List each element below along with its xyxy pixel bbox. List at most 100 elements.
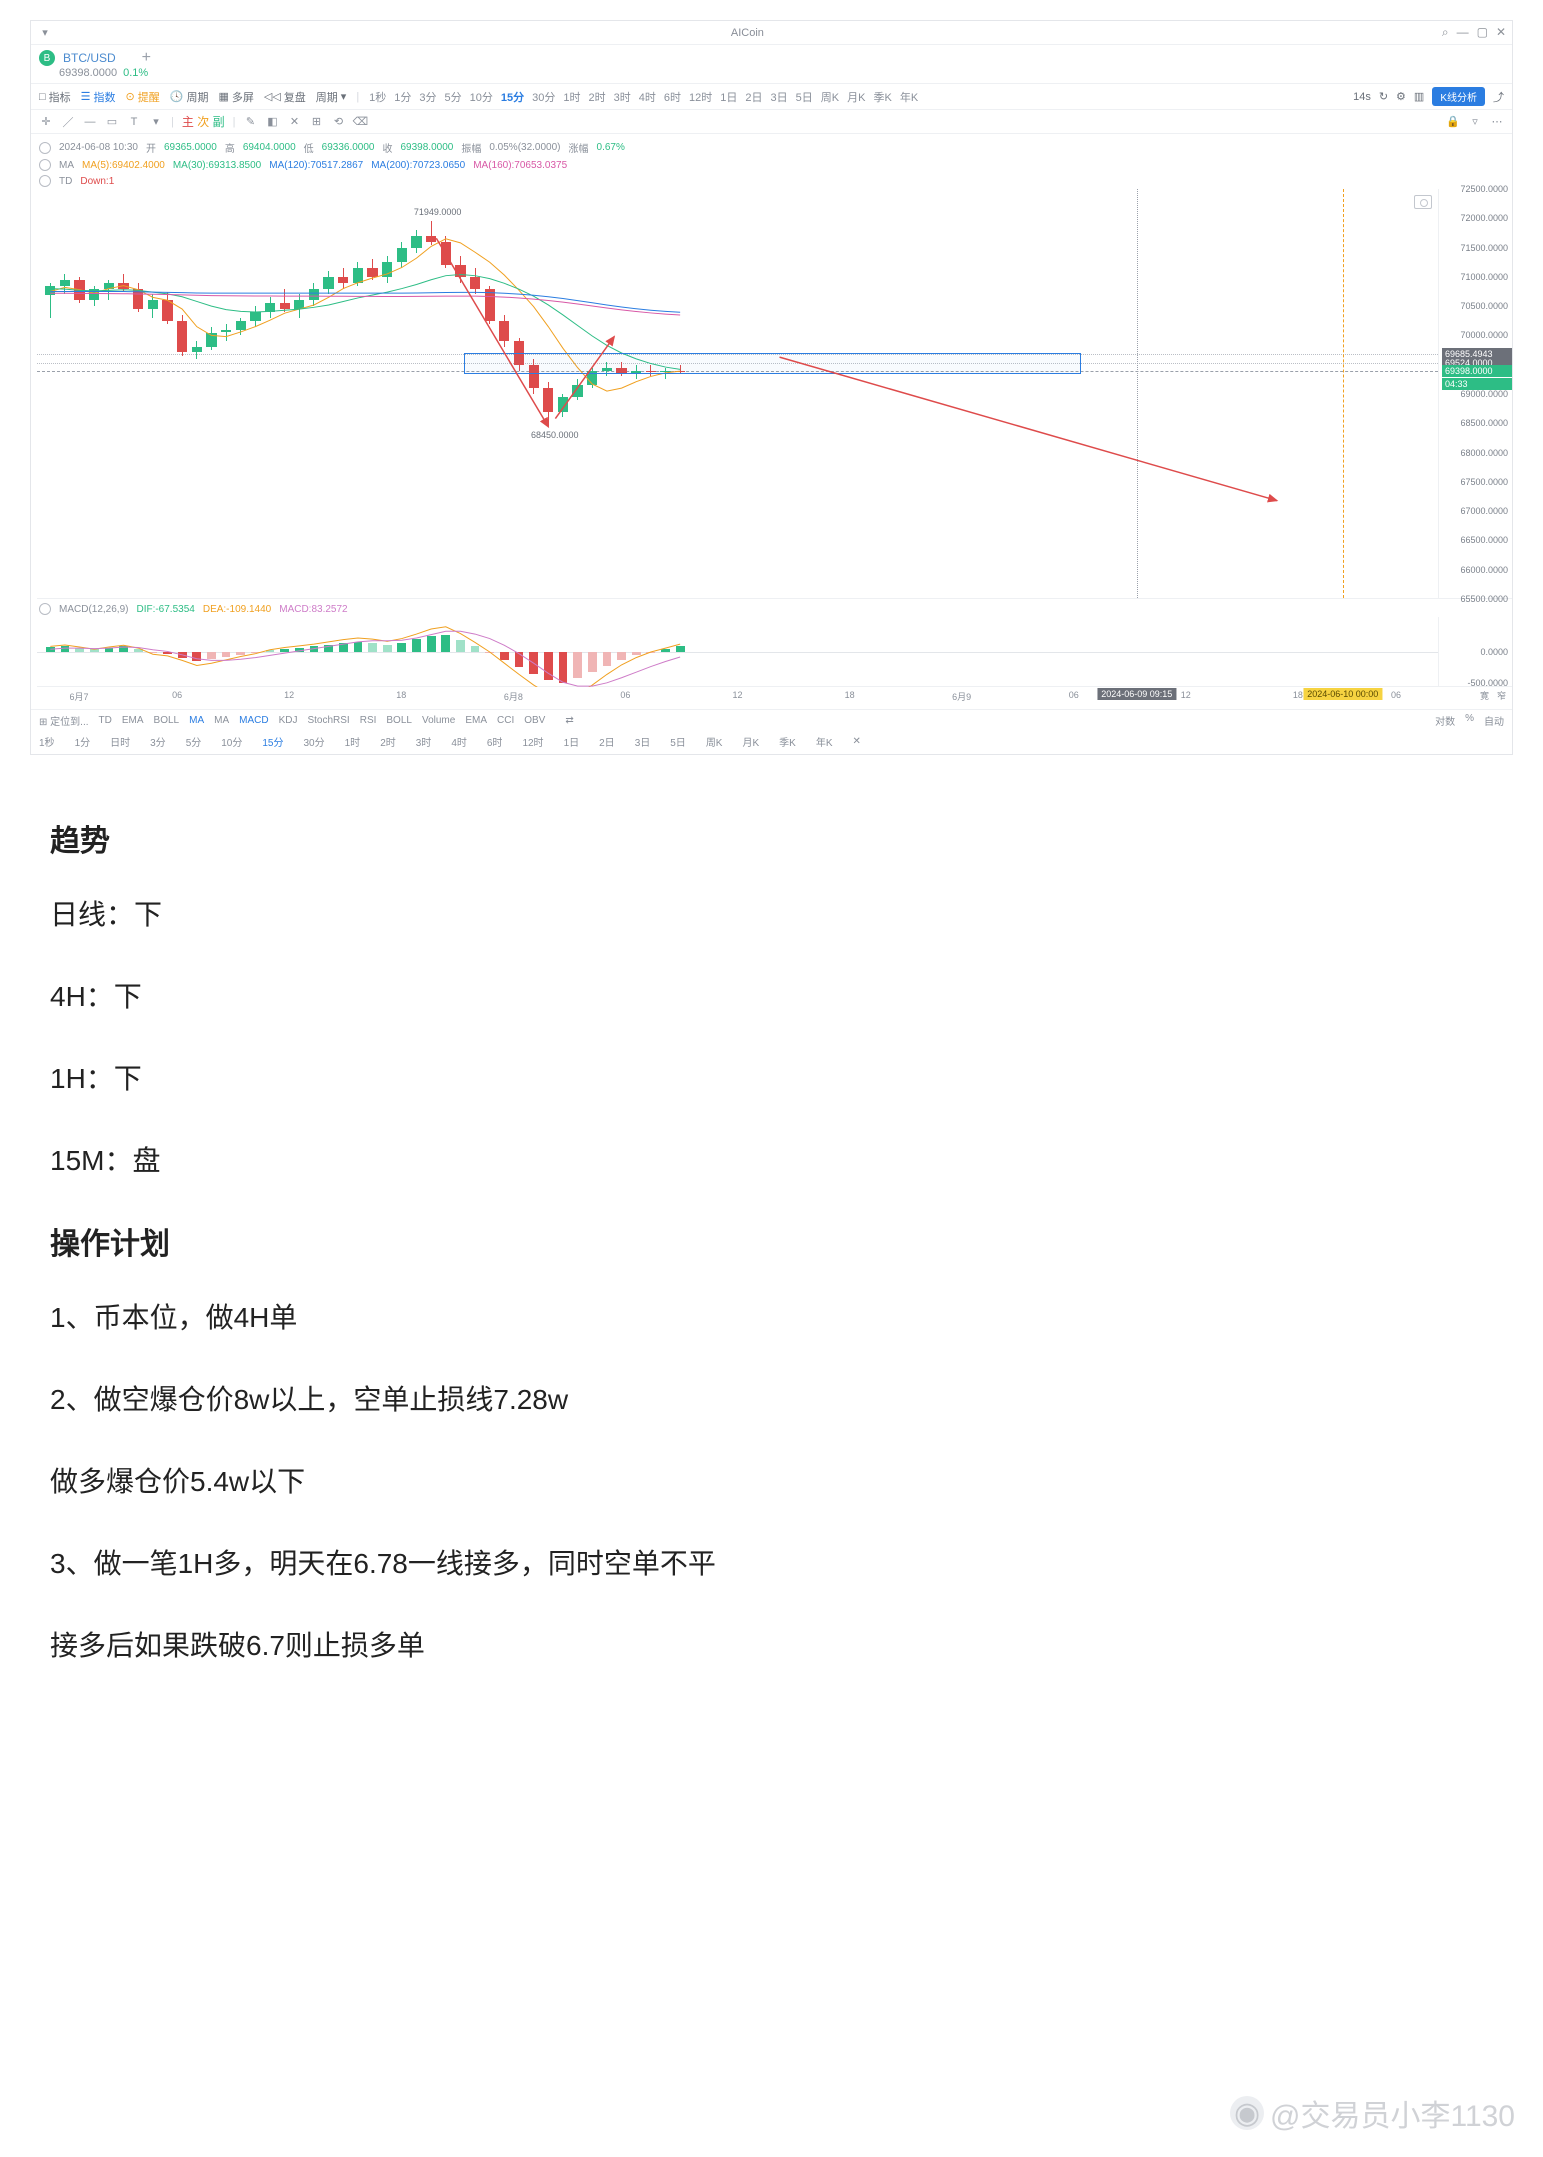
indicator-boll[interactable]: BOLL bbox=[386, 715, 412, 726]
replay-button[interactable]: ◁◁ 复盘 bbox=[264, 89, 306, 105]
tf-bottom-季K[interactable]: 季K bbox=[779, 734, 796, 749]
timeframe-4时[interactable]: 4时 bbox=[639, 92, 656, 104]
visibility-icon[interactable] bbox=[39, 159, 51, 171]
timeframe-1时[interactable]: 1时 bbox=[563, 92, 580, 104]
tf-bottom-月K[interactable]: 月K bbox=[742, 734, 759, 749]
dropdown-icon[interactable]: ▾ bbox=[149, 115, 163, 128]
draw-icon-1[interactable]: ✎ bbox=[243, 115, 257, 128]
timeframe-15分[interactable]: 15分 bbox=[501, 92, 524, 104]
close-tf-icon[interactable]: ✕ bbox=[853, 736, 861, 747]
indicator-boll[interactable]: BOLL bbox=[154, 715, 180, 726]
timeframe-5日[interactable]: 5日 bbox=[796, 92, 813, 104]
period-button[interactable]: 🕓 周期 bbox=[170, 89, 209, 105]
timeframe-3分[interactable]: 3分 bbox=[419, 92, 436, 104]
tf-bottom-2时[interactable]: 2时 bbox=[380, 734, 396, 749]
timeframe-季K[interactable]: 季K bbox=[873, 92, 891, 104]
tf-bottom-15分[interactable]: 15分 bbox=[262, 734, 283, 749]
timeframe-30分[interactable]: 30分 bbox=[532, 92, 555, 104]
indicator-ema[interactable]: EMA bbox=[122, 715, 144, 726]
tf-bottom-5日[interactable]: 5日 bbox=[670, 734, 686, 749]
minimize-icon[interactable]: — bbox=[1457, 25, 1469, 40]
tf-bottom-12时[interactable]: 12时 bbox=[522, 734, 543, 749]
tf-bottom-30分[interactable]: 30分 bbox=[304, 734, 325, 749]
timeframe-2日[interactable]: 2日 bbox=[745, 92, 762, 104]
price-chart[interactable]: 72500.000072000.000071500.000071000.0000… bbox=[37, 189, 1512, 599]
tf-bottom-10分[interactable]: 10分 bbox=[221, 734, 242, 749]
close-icon[interactable]: ✕ bbox=[1496, 25, 1506, 40]
timeframe-周K[interactable]: 周K bbox=[821, 92, 839, 104]
multi-button[interactable]: ▦ 多屏 bbox=[218, 89, 253, 105]
tf-bottom-3分[interactable]: 3分 bbox=[150, 734, 166, 749]
tf-bottom-3日[interactable]: 3日 bbox=[635, 734, 651, 749]
timeframe-10分[interactable]: 10分 bbox=[470, 92, 493, 104]
draw-icon-6[interactable]: ⌫ bbox=[353, 115, 367, 128]
timeframe-年K[interactable]: 年K bbox=[900, 92, 918, 104]
timeframe-月K[interactable]: 月K bbox=[847, 92, 865, 104]
refresh-icon[interactable]: ↻ bbox=[1379, 90, 1388, 103]
timeframe-3日[interactable]: 3日 bbox=[771, 92, 788, 104]
visibility-icon[interactable] bbox=[39, 142, 51, 154]
indicator-edit-icon[interactable]: ⇄ bbox=[565, 715, 573, 726]
indicator-kdj[interactable]: KDJ bbox=[279, 715, 298, 726]
timeframe-1日[interactable]: 1日 bbox=[720, 92, 737, 104]
add-tab-icon[interactable]: + bbox=[142, 49, 151, 67]
indicator-cci[interactable]: CCI bbox=[497, 715, 514, 726]
layers-icon[interactable]: ▥ bbox=[1414, 90, 1424, 103]
visibility-icon[interactable] bbox=[39, 603, 51, 615]
tf-bottom-6时[interactable]: 6时 bbox=[487, 734, 503, 749]
indicator-obv[interactable]: OBV bbox=[524, 715, 545, 726]
draw-icon-4[interactable]: ⊞ bbox=[309, 115, 323, 128]
maximize-icon[interactable]: ▢ bbox=[1477, 25, 1488, 40]
tf-bottom-5分[interactable]: 5分 bbox=[186, 734, 202, 749]
screenshot-icon[interactable] bbox=[1414, 195, 1432, 209]
symbol-name[interactable]: BTC/USD bbox=[63, 51, 116, 65]
tf-bottom-1分[interactable]: 1分 bbox=[75, 734, 91, 749]
indicator-ema[interactable]: EMA bbox=[465, 715, 487, 726]
crosshair-icon[interactable]: ✛ bbox=[39, 115, 53, 128]
settings-icon[interactable]: ⚙ bbox=[1396, 90, 1406, 103]
tf-bottom-年K[interactable]: 年K bbox=[816, 734, 833, 749]
tf-bottom-2日[interactable]: 2日 bbox=[599, 734, 615, 749]
k-analysis-button[interactable]: K线分析 bbox=[1432, 87, 1485, 106]
indicator-ma[interactable]: MA bbox=[189, 715, 204, 726]
draw-icon-3[interactable]: ✕ bbox=[287, 115, 301, 128]
alert-button[interactable]: ⊙ 提醒 bbox=[126, 89, 160, 105]
more-icon[interactable]: ⋯ bbox=[1490, 115, 1504, 128]
timeframe-3时[interactable]: 3时 bbox=[614, 92, 631, 104]
lock-icon[interactable]: 🔒 bbox=[1446, 115, 1460, 128]
tf-bottom-1时[interactable]: 1时 bbox=[345, 734, 361, 749]
indicator-macd[interactable]: MACD bbox=[239, 715, 268, 726]
timeframe-1分[interactable]: 1分 bbox=[394, 92, 411, 104]
zoom-in-icon[interactable]: 窄 bbox=[1497, 689, 1506, 702]
tf-bottom-日时[interactable]: 日时 bbox=[110, 734, 130, 749]
tf-bottom-1日[interactable]: 1日 bbox=[564, 734, 580, 749]
tf-bottom-4时[interactable]: 4时 bbox=[451, 734, 467, 749]
horizontal-icon[interactable]: — bbox=[83, 116, 97, 128]
timeframe-6时[interactable]: 6时 bbox=[664, 92, 681, 104]
zoom-out-icon[interactable]: 寛 bbox=[1480, 689, 1489, 702]
trendline-icon[interactable]: ／ bbox=[61, 114, 75, 130]
timeframe-5分[interactable]: 5分 bbox=[445, 92, 462, 104]
app-menu-icon[interactable]: ▾ bbox=[37, 25, 53, 41]
indicator-rsi[interactable]: RSI bbox=[360, 715, 377, 726]
text-icon[interactable]: T bbox=[127, 116, 141, 128]
tf-bottom-3时[interactable]: 3时 bbox=[416, 734, 432, 749]
draw-icon-5[interactable]: ⟲ bbox=[331, 115, 345, 128]
draw-icon-2[interactable]: ◧ bbox=[265, 115, 279, 128]
index-button[interactable]: ☰ 指数 bbox=[81, 89, 116, 105]
locate-button[interactable]: ⊞ 定位到... bbox=[39, 713, 89, 728]
indicator-ma[interactable]: MA bbox=[214, 715, 229, 726]
indicator-button[interactable]: □ 指标 bbox=[39, 89, 71, 105]
timeframe-2时[interactable]: 2时 bbox=[589, 92, 606, 104]
filter-icon[interactable]: ▿ bbox=[1468, 115, 1482, 128]
timeframe-12时[interactable]: 12时 bbox=[689, 92, 712, 104]
indicator-td[interactable]: TD bbox=[99, 715, 112, 726]
tf-bottom-周K[interactable]: 周K bbox=[706, 734, 723, 749]
rect-icon[interactable]: ▭ bbox=[105, 115, 119, 128]
indicator-stochrsi[interactable]: StochRSI bbox=[307, 715, 349, 726]
visibility-icon[interactable] bbox=[39, 175, 51, 187]
indicator-volume[interactable]: Volume bbox=[422, 715, 455, 726]
share-icon[interactable]: ⤴ bbox=[1493, 89, 1504, 105]
search-icon[interactable]: ⌕ bbox=[1442, 25, 1449, 40]
cycle-button[interactable]: 周期 ▾ bbox=[316, 89, 347, 105]
